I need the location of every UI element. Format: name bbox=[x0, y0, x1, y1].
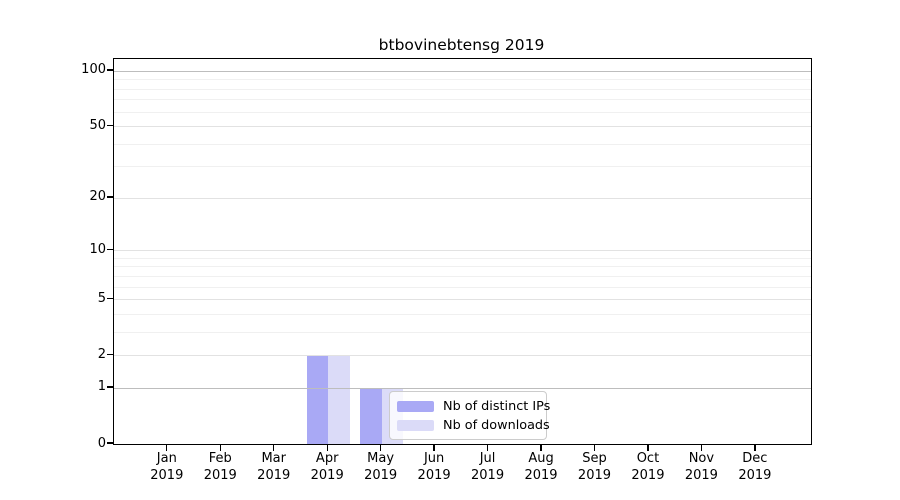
x-tick-label: Apr 2019 bbox=[297, 451, 357, 484]
x-tick bbox=[754, 444, 756, 451]
x-tick bbox=[486, 444, 489, 451]
y-tick bbox=[106, 442, 113, 444]
gridline-minor-y-90 bbox=[114, 79, 811, 81]
bar-distinct-ips bbox=[360, 387, 382, 444]
legend-label: Nb of distinct IPs bbox=[443, 399, 551, 414]
legend-label: Nb of downloads bbox=[443, 418, 550, 433]
gridline-y-50 bbox=[114, 126, 811, 128]
gridline-minor-y-8 bbox=[114, 266, 811, 268]
x-tick bbox=[273, 444, 275, 451]
x-tick-label: Nov 2019 bbox=[671, 451, 731, 484]
x-tick-label: Oct 2019 bbox=[618, 451, 678, 484]
y-tick-label: 0 bbox=[97, 435, 106, 451]
gridline-minor-y-40 bbox=[114, 143, 811, 145]
gridline-y-20 bbox=[114, 197, 811, 199]
x-tick bbox=[326, 444, 328, 451]
x-tick-label-year: 2019 bbox=[471, 467, 505, 483]
x-tick-label-year: 2019 bbox=[257, 467, 291, 483]
x-tick bbox=[700, 444, 703, 451]
x-tick-label: May 2019 bbox=[351, 451, 411, 484]
x-tick-label-year: 2019 bbox=[310, 467, 344, 483]
y-tick bbox=[106, 353, 113, 355]
y-tick bbox=[106, 297, 113, 299]
x-tick-label-year: 2019 bbox=[684, 467, 718, 483]
x-tick bbox=[647, 444, 649, 451]
gridline-y-100 bbox=[114, 70, 811, 72]
x-tick-label: Mar 2019 bbox=[244, 451, 304, 484]
y-tick bbox=[106, 69, 113, 71]
gridline-minor-y-70 bbox=[114, 99, 811, 101]
x-tick-label: Aug 2019 bbox=[511, 451, 571, 484]
gridline-minor-y-80 bbox=[114, 88, 811, 90]
x-tick-label-year: 2019 bbox=[524, 467, 558, 483]
x-tick bbox=[433, 444, 435, 451]
x-tick-label: Jun 2019 bbox=[404, 451, 464, 484]
gridline-y-1 bbox=[114, 387, 811, 389]
x-tick-label-year: 2019 bbox=[203, 467, 237, 483]
y-tick-label: 50 bbox=[89, 117, 106, 133]
gridline-minor-y-7 bbox=[114, 275, 811, 277]
chart-title: btbovinebtensg 2019 bbox=[378, 36, 545, 54]
bar-downloads bbox=[328, 355, 350, 444]
gridline-y-10 bbox=[114, 250, 811, 252]
x-tick-label-year: 2019 bbox=[577, 467, 612, 483]
gridline-y-5 bbox=[114, 299, 811, 301]
x-tick-label-year: 2019 bbox=[364, 467, 398, 483]
y-tick-label: 100 bbox=[81, 62, 106, 78]
legend: Nb of distinct IPs Nb of downloads bbox=[389, 391, 550, 440]
gridline-minor-y-30 bbox=[114, 166, 811, 168]
x-tick-label: Sep 2019 bbox=[564, 451, 624, 484]
x-tick bbox=[540, 444, 542, 451]
x-tick-label-year: 2019 bbox=[738, 467, 772, 483]
y-tick-label: 10 bbox=[89, 241, 106, 257]
x-tick-label: Dec 2019 bbox=[725, 451, 785, 484]
y-tick bbox=[106, 124, 113, 126]
legend-item: Nb of distinct IPs bbox=[397, 397, 550, 416]
x-tick-label: Feb 2019 bbox=[190, 451, 250, 484]
gridline-minor-y-3 bbox=[114, 331, 811, 333]
legend-item: Nb of downloads bbox=[397, 416, 550, 435]
gridline-minor-y-60 bbox=[114, 111, 811, 113]
plot-area bbox=[113, 58, 812, 445]
legend-swatch-icon bbox=[397, 420, 434, 431]
bar-distinct-ips bbox=[306, 355, 329, 444]
x-tick-label-year: 2019 bbox=[631, 467, 665, 483]
x-tick-label-year: 2019 bbox=[417, 467, 451, 483]
y-tick-label: 1 bbox=[97, 379, 106, 395]
x-tick-label: Jan 2019 bbox=[137, 451, 197, 484]
x-tick bbox=[166, 444, 168, 451]
y-tick-label: 20 bbox=[89, 189, 106, 205]
gridline-minor-y-6 bbox=[114, 286, 811, 288]
y-tick-label: 5 bbox=[97, 290, 106, 306]
gridline-minor-y-4 bbox=[114, 313, 811, 315]
y-tick bbox=[106, 196, 113, 198]
y-tick-label: 2 bbox=[97, 346, 106, 362]
gridline-minor-y-9 bbox=[114, 257, 811, 259]
x-tick-label-year: 2019 bbox=[150, 467, 184, 483]
y-tick bbox=[106, 386, 113, 388]
x-tick bbox=[593, 444, 596, 451]
gridline-y-2 bbox=[114, 355, 811, 357]
x-tick-label: Jul 2019 bbox=[458, 451, 518, 484]
legend-swatch-icon bbox=[397, 401, 434, 412]
x-tick bbox=[219, 444, 221, 451]
x-tick bbox=[379, 444, 382, 451]
y-tick bbox=[106, 248, 113, 250]
